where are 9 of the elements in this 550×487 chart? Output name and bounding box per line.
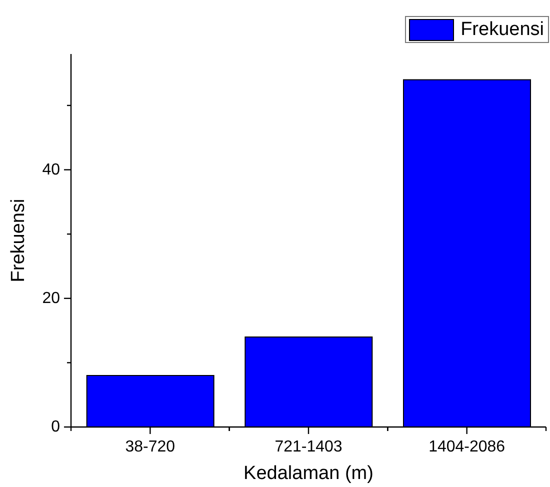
y-tick-label: 0	[51, 418, 60, 436]
y-axis-title: Frekuensi	[8, 198, 28, 282]
legend-label: Frekuensi	[460, 18, 544, 41]
x-tick-label: 721-1403	[274, 438, 342, 456]
y-tick-label: 20	[42, 290, 60, 307]
x-tick-label: 38-720	[125, 438, 176, 456]
x-tick-label: 1404-2086	[428, 438, 506, 456]
x-axis-title: Kedalaman (m)	[244, 462, 374, 484]
y-tick-label: 40	[42, 161, 60, 178]
